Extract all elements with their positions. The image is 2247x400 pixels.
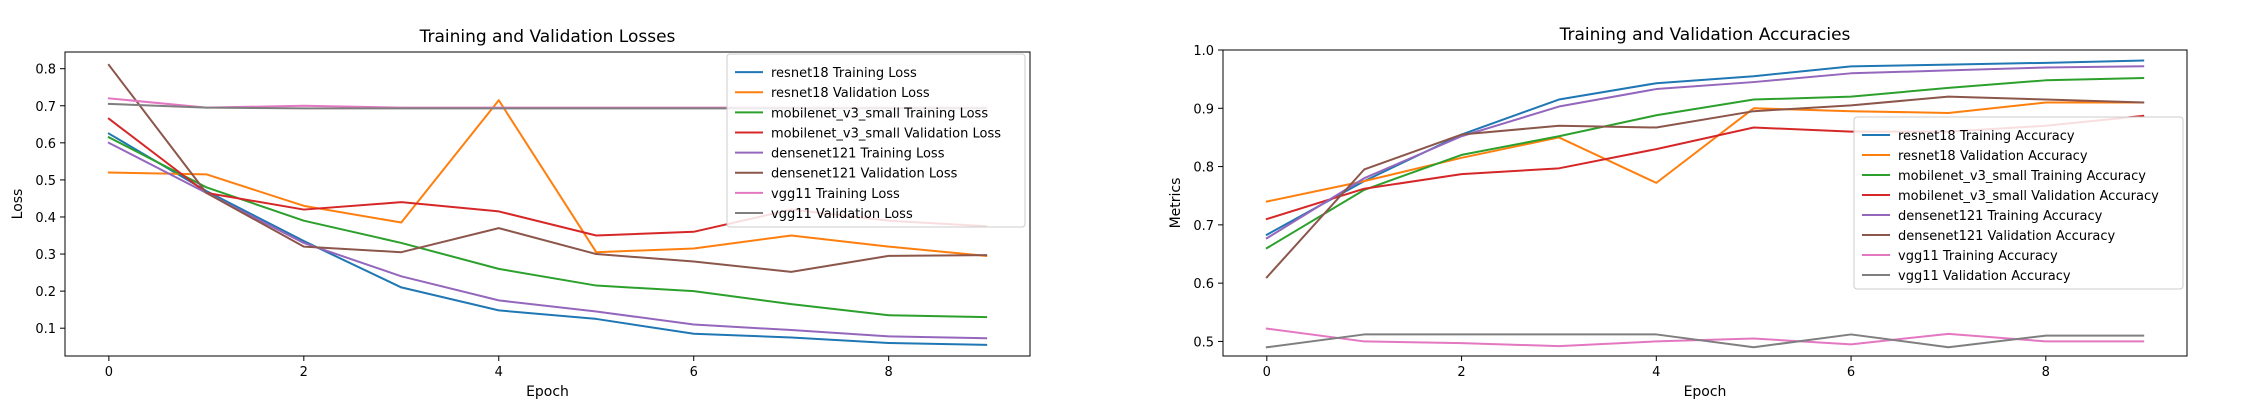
losses-chart-x-axis-label: Epoch xyxy=(526,384,569,400)
losses-y-tick-label-4: 0.5 xyxy=(35,174,56,189)
losses-y-tick-label-6: 0.7 xyxy=(35,100,56,115)
accuracies-chart-y-axis-label: Metrics xyxy=(1168,178,1184,229)
losses-y-tick-label-7: 0.8 xyxy=(35,63,56,78)
accuracies-legend-label-2: mobilenet_v3_small Training Accuracy xyxy=(1898,169,2146,184)
losses-x-tick-label-3: 6 xyxy=(690,365,698,380)
losses-y-tick-label-1: 0.2 xyxy=(35,285,56,300)
accuracies-series-group xyxy=(1265,59,2145,349)
accuracies-chart: Training and Validation Accuracies Epoch… xyxy=(1168,25,2188,400)
losses-legend-label-4: densenet121 Training Loss xyxy=(771,147,945,162)
losses-legend-label-2: mobilenet_v3_small Training Loss xyxy=(771,106,988,121)
losses-legend-label-3: mobilenet_v3_small Validation Loss xyxy=(771,126,1001,141)
losses-chart-y-axis-label: Loss xyxy=(10,189,26,220)
losses-legend-label-5: densenet121 Validation Loss xyxy=(771,167,958,182)
losses-plot-frame xyxy=(64,51,1031,357)
losses-series-line-5 xyxy=(107,63,988,273)
accuracies-series-line-5 xyxy=(1265,95,2145,279)
accuracies-chart-x-axis-label: Epoch xyxy=(1684,384,1727,400)
accuracies-legend-label-3: mobilenet_v3_small Validation Accuracy xyxy=(1898,189,2159,204)
accuracies-plot-frame xyxy=(1222,49,2188,357)
accuracies-legend-label-1: resnet18 Validation Accuracy xyxy=(1898,149,2088,164)
losses-legend-label-6: vgg11 Training Loss xyxy=(771,187,900,202)
accuracies-chart-title: Training and Validation Accuracies xyxy=(1559,25,1851,45)
losses-series-line-1 xyxy=(107,99,988,257)
losses-legend-label-1: resnet18 Validation Loss xyxy=(771,86,930,101)
accuracies-legend-label-6: vgg11 Training Accuracy xyxy=(1898,249,2058,264)
accuracies-x-tick-label-4: 8 xyxy=(2042,365,2050,380)
accuracies-y-tick-label-4: 0.9 xyxy=(1193,102,1214,117)
accuracies-series-line-4 xyxy=(1265,65,2145,240)
accuracies-legend-box xyxy=(1853,116,2184,290)
accuracies-x-tick-label-0: 0 xyxy=(1263,365,1271,380)
losses-series-line-0 xyxy=(107,132,988,346)
losses-legend-box xyxy=(726,53,1026,228)
accuracies-y-tick-label-1: 0.6 xyxy=(1193,277,1214,292)
losses-chart-title: Training and Validation Losses xyxy=(419,27,676,47)
losses-series-line-4 xyxy=(107,141,988,340)
losses-y-tick-label-3: 0.4 xyxy=(35,211,56,226)
losses-legend-label-7: vgg11 Validation Loss xyxy=(771,207,913,222)
accuracies-series-line-1 xyxy=(1265,101,2145,203)
losses-y-tick-label-2: 0.3 xyxy=(35,248,56,263)
accuracies-legend-label-5: densenet121 Validation Accuracy xyxy=(1898,229,2116,244)
losses-legend-label-0: resnet18 Training Loss xyxy=(771,66,917,81)
losses-y-tick-label-5: 0.6 xyxy=(35,137,56,152)
accuracies-x-tick-label-3: 6 xyxy=(1847,365,1855,380)
accuracies-y-tick-label-0: 0.5 xyxy=(1193,335,1214,350)
accuracies-legend-label-0: resnet18 Training Accuracy xyxy=(1898,129,2075,144)
accuracies-legend: resnet18 Training Accuracy resnet18 Valid… xyxy=(1853,116,2184,290)
losses-y-tick-label-0: 0.1 xyxy=(35,322,56,337)
accuracies-series-line-2 xyxy=(1265,76,2145,250)
accuracies-x-tick-label-2: 4 xyxy=(1652,365,1660,380)
losses-legend: resnet18 Training Loss resnet18 Validatio… xyxy=(726,53,1026,228)
losses-x-tick-label-2: 4 xyxy=(495,365,503,380)
losses-x-tick-label-0: 0 xyxy=(105,365,113,380)
accuracies-y-tick-label-3: 0.8 xyxy=(1193,161,1214,176)
losses-series-group xyxy=(107,63,988,346)
losses-x-tick-label-4: 8 xyxy=(885,365,893,380)
losses-series-line-2 xyxy=(107,135,988,319)
accuracies-y-tick-label-5: 1.0 xyxy=(1193,44,1214,59)
losses-chart: Training and Validation Losses Epoch Los… xyxy=(10,27,1031,400)
losses-x-tick-label-1: 2 xyxy=(300,365,308,380)
accuracies-legend-label-4: densenet121 Training Accuracy xyxy=(1898,209,2103,224)
accuracies-series-line-7 xyxy=(1265,333,2145,349)
accuracies-y-tick-label-2: 0.7 xyxy=(1193,219,1214,234)
accuracies-x-tick-label-1: 2 xyxy=(1457,365,1465,380)
accuracies-legend-label-7: vgg11 Validation Accuracy xyxy=(1898,269,2071,284)
